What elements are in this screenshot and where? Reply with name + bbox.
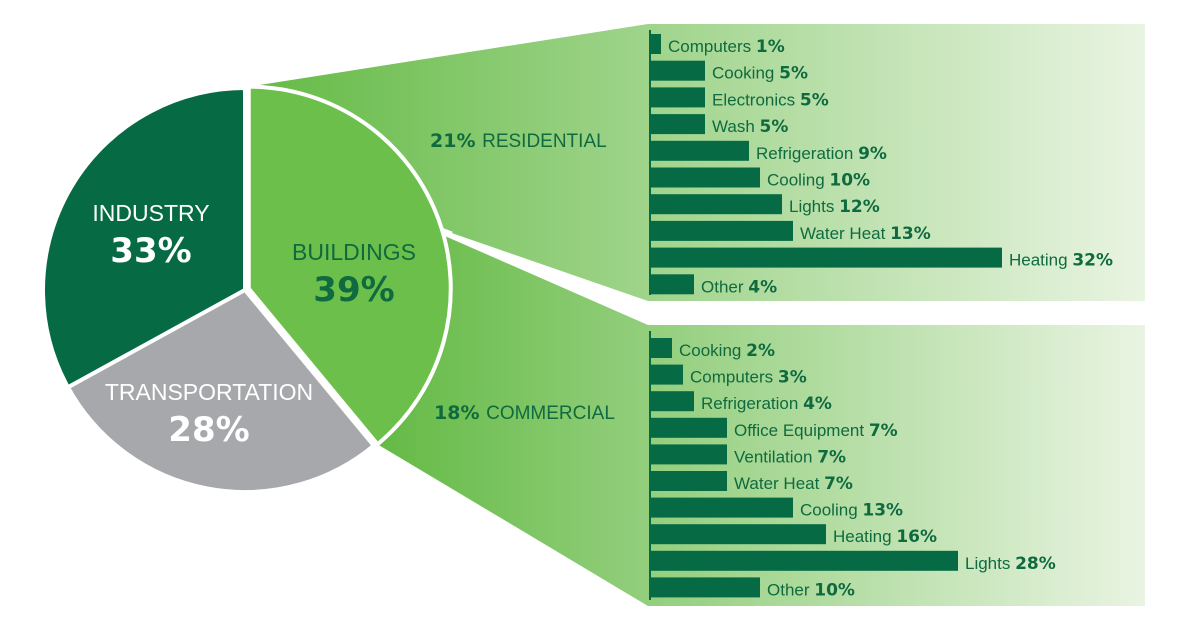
residential-bar-other	[650, 274, 694, 295]
commercial-fan	[377, 235, 1145, 607]
pie-slice-buildings	[246, 84, 453, 448]
chart-labels: Computers 1% Cooking 5% Electronics 5% Wash…	[92, 37, 1113, 600]
commercial-bar-label-refrigeration: Refrigeration 4%	[701, 394, 832, 414]
commercial-bar-label-cooking: Cooking 2%	[679, 341, 775, 361]
residential-bar-lights	[650, 194, 782, 215]
residential-bar-wash	[650, 114, 705, 135]
commercial-bar-label-lights: Lights 28%	[965, 554, 1056, 574]
residential-bar-cooking	[650, 60, 705, 81]
commercial-bar-cooling	[650, 497, 793, 518]
pie-label-transportation: TRANSPORTATION	[105, 379, 313, 405]
residential-bar-water-heat	[650, 220, 793, 241]
commercial-bar-label-office-equipment: Office Equipment 7%	[734, 421, 898, 441]
pie-value-industry: 33%	[110, 231, 191, 271]
pie-label-buildings: BUILDINGS	[292, 239, 416, 265]
residential-bar-computers	[650, 34, 661, 54]
residential-segment-label: 21% RESIDENTIAL	[430, 130, 607, 152]
residential-bar-label-heating: Heating 32%	[1009, 251, 1113, 271]
commercial-bar-label-water-heat: Water Heat 7%	[734, 474, 853, 494]
commercial-bar-cooking	[650, 338, 672, 358]
residential-bar-label-lights: Lights 12%	[789, 197, 880, 217]
bar-panels	[649, 30, 1002, 600]
pie-value-buildings: 39%	[313, 270, 394, 310]
pie-slice-industry	[41, 85, 247, 391]
residential-bar-label-electronics: Electronics 5%	[712, 90, 829, 110]
commercial-bar-label-cooling: Cooling 13%	[800, 501, 903, 521]
commercial-bar-label-computers: Computers 3%	[690, 368, 807, 388]
pie-chart	[41, 84, 453, 494]
commercial-bar-heating	[650, 524, 826, 545]
commercial-bar-label-other: Other 10%	[767, 580, 855, 600]
residential-fan	[248, 24, 1145, 301]
residential-bar-label-refrigeration: Refrigeration 9%	[756, 144, 887, 164]
commercial-bar-lights	[650, 550, 958, 571]
commercial-bar-ventilation	[650, 444, 727, 465]
commercial-bar-label-ventilation: Ventilation 7%	[734, 447, 846, 467]
residential-bar-label-cooling: Cooling 10%	[767, 171, 870, 191]
residential-bar-electronics	[650, 87, 705, 108]
pie-slice-transportation	[65, 287, 377, 494]
commercial-segment-label: 18% COMMERCIAL	[434, 402, 615, 424]
residential-bar-heating	[650, 247, 1002, 268]
commercial-bar-computers	[650, 364, 683, 385]
commercial-bar-water-heat	[650, 471, 727, 491]
residential-bar-label-wash: Wash 5%	[712, 117, 788, 137]
commercial-bar-office-equipment	[650, 417, 727, 438]
commercial-bar-refrigeration	[650, 391, 694, 412]
breakdown-fans	[248, 24, 1145, 607]
pie-label-industry: INDUSTRY	[92, 200, 209, 226]
residential-bar-label-computers: Computers 1%	[668, 37, 785, 57]
residential-bar-label-water-heat: Water Heat 13%	[800, 224, 931, 244]
residential-bar-cooling	[650, 167, 760, 188]
commercial-bar-label-heating: Heating 16%	[833, 527, 937, 547]
pie-value-transportation: 28%	[168, 410, 249, 450]
residential-bar-refrigeration	[650, 140, 749, 161]
residential-bar-label-cooking: Cooking 5%	[712, 64, 808, 84]
commercial-bar-other	[650, 577, 760, 598]
residential-bar-label-other: Other 4%	[701, 277, 777, 297]
